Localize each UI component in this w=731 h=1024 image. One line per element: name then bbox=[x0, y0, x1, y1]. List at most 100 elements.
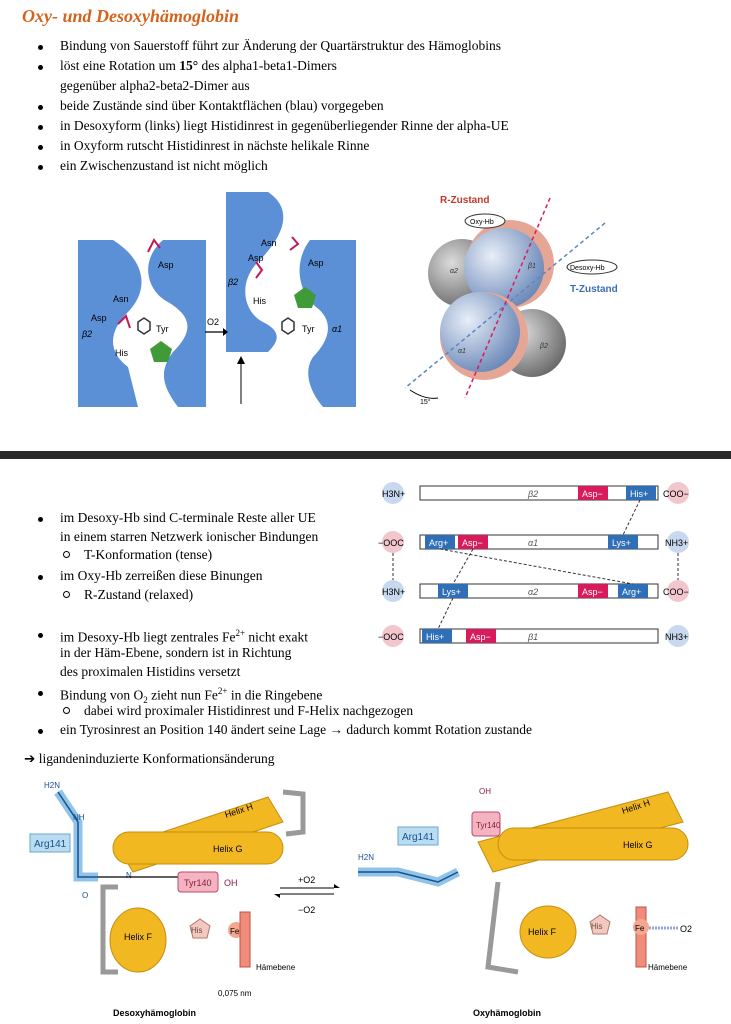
chain-residue-box bbox=[466, 629, 496, 643]
minus-o2-label: −O2 bbox=[298, 905, 315, 915]
intro-bullet-3: beide Zustände sind über Kontaktflächen … bbox=[60, 96, 384, 115]
chain-greek-label: α2 bbox=[528, 587, 538, 597]
bullet-dot bbox=[38, 517, 43, 522]
oxy-hb-tag bbox=[464, 213, 506, 229]
helix-f-cylinder bbox=[519, 905, 577, 959]
arrow-head-icon bbox=[237, 356, 245, 364]
helix-f-label: Helix F bbox=[528, 927, 557, 937]
bullet-dot bbox=[38, 125, 43, 130]
bullet-text: gegenüber alpha2-beta2-Dimer aus bbox=[60, 78, 250, 93]
h2n-label: H2N bbox=[44, 781, 60, 790]
beta2-label: β2 bbox=[227, 277, 238, 287]
asn-label: Asn bbox=[113, 294, 129, 304]
alpha2-label: α2 bbox=[450, 268, 458, 275]
bullet-dot bbox=[38, 145, 43, 150]
section2-bullet-3-cont: des proximalen Histidins versetzt bbox=[60, 664, 241, 679]
chain-residue-box bbox=[608, 535, 638, 549]
t-axis-line bbox=[404, 222, 606, 389]
chain-residue-label: Asp− bbox=[470, 632, 491, 642]
bullet-text: des alpha1-beta1-Dimers bbox=[198, 58, 337, 73]
section2-bullet-3-cont: in der Häm-Ebene, sondern ist in Richtun… bbox=[60, 645, 292, 660]
bullet-dot bbox=[38, 105, 43, 110]
bullet-bold: 15° bbox=[179, 58, 199, 73]
desoxy-hb-label: Desoxy-Hb bbox=[570, 265, 605, 272]
fe-label: Fe bbox=[635, 924, 645, 933]
bullet-text: in die Ringebene bbox=[227, 687, 323, 703]
chain-residue-label: His+ bbox=[630, 489, 648, 499]
bullet-dot bbox=[38, 65, 43, 70]
arg141-box bbox=[29, 833, 71, 853]
intro-bullet-5: in Oxyform rutscht Histidinrest in nächs… bbox=[60, 136, 369, 155]
n-label: N bbox=[126, 871, 132, 880]
heme-pentagon-icon bbox=[150, 341, 172, 362]
section-separator bbox=[0, 451, 731, 459]
sub-bullet-circle bbox=[63, 707, 70, 714]
arg141-label: Arg141 bbox=[402, 832, 435, 843]
fe-label: Fe bbox=[230, 927, 240, 936]
oh-label: OH bbox=[224, 878, 238, 888]
chain-right-terminus: COO− bbox=[663, 587, 689, 597]
bullet-dot bbox=[38, 575, 43, 580]
alpha1-label: α1 bbox=[332, 324, 342, 334]
beta1-label: β1 bbox=[527, 263, 536, 270]
asn-label: Asn bbox=[261, 238, 277, 248]
chain-right-terminus: COO− bbox=[663, 489, 689, 499]
ionic-bond-lines bbox=[392, 499, 679, 630]
alpha1-label: α1 bbox=[458, 348, 466, 355]
chain-greek-label: β1 bbox=[527, 632, 538, 642]
beta2-label: β2 bbox=[81, 329, 92, 339]
bullet-text: Bindung von O bbox=[60, 687, 144, 703]
arrow-right-icon: ➔ bbox=[24, 751, 36, 767]
helix-g-cylinder bbox=[112, 831, 284, 865]
bullet-dot bbox=[38, 165, 43, 170]
o-label: O bbox=[82, 891, 88, 900]
his-ring-icon bbox=[589, 914, 611, 935]
chain-residue-label: Asp− bbox=[582, 587, 603, 597]
charge-halo bbox=[382, 580, 404, 602]
intro-bullet-1: Bindung von Sauerstoff führt zur Änderun… bbox=[60, 36, 501, 55]
chain-residue-box bbox=[618, 584, 648, 598]
charge-halo bbox=[667, 625, 689, 647]
chain-residue-box bbox=[438, 584, 468, 598]
conclusion-line: ➔ ligandeninduzierte Konformationsänderu… bbox=[24, 749, 275, 769]
chain-residue-label: Asp− bbox=[582, 489, 603, 499]
chain-right-terminus: NH3+ bbox=[665, 632, 688, 642]
desoxy-hb-tag bbox=[566, 259, 618, 275]
asp-side-chain-icon bbox=[117, 314, 131, 329]
loop-connector bbox=[100, 884, 118, 975]
chain-right-terminus: NH3+ bbox=[665, 538, 688, 548]
helix-g-cylinder bbox=[497, 827, 689, 861]
bullet-text: Bindung von Sauerstoff führt zur Änderun… bbox=[60, 38, 502, 53]
section2-subbullet-2: R-Zustand (relaxed) bbox=[84, 587, 194, 602]
arg141-label: Arg141 bbox=[34, 839, 67, 850]
tyr-ring-icon bbox=[281, 317, 295, 335]
oxy-hb-label: Oxy-Hb bbox=[470, 219, 494, 226]
arrow-head-icon bbox=[334, 884, 340, 888]
chain-left-terminus: −OOC bbox=[378, 632, 404, 642]
charge-halo bbox=[667, 580, 689, 602]
charge-halo bbox=[382, 531, 404, 553]
asp-label: Asp bbox=[158, 260, 174, 270]
beta2-chain-bar bbox=[419, 485, 659, 501]
charge-halo bbox=[667, 531, 689, 553]
helix-g-label: Helix G bbox=[623, 840, 653, 850]
oh-label: OH bbox=[479, 787, 491, 796]
histidine-groove-figure: Asp Asn Asp Tyr His β2 Asn Asp Asp His T… bbox=[78, 192, 356, 407]
beta2-label: β2 bbox=[539, 343, 548, 350]
loop-connector bbox=[282, 789, 306, 837]
distance-label: 0,075 nm bbox=[218, 989, 252, 998]
chain-residue-label: His+ bbox=[426, 632, 444, 642]
r-state-label: R-Zustand bbox=[440, 195, 489, 206]
asp-label: Asp bbox=[308, 258, 324, 268]
section2-bullet-1: im Desoxy-Hb sind C-terminale Reste alle… bbox=[60, 510, 316, 525]
beta2-helix-shape bbox=[78, 240, 142, 407]
arrow-head-icon bbox=[274, 894, 280, 898]
chain-residue-label: Lys+ bbox=[442, 587, 461, 597]
tyr-label: Tyr bbox=[302, 324, 315, 334]
intro-bullet-4: in Desoxyform (links) liegt Histidinrest… bbox=[60, 116, 509, 135]
charge-halo bbox=[382, 482, 404, 504]
intro-bullet-2-cont: gegenüber alpha2-beta2-Dimer aus bbox=[60, 76, 250, 95]
helix-f-label: Helix F bbox=[124, 932, 153, 942]
section2-subbullet-4: dabei wird proximaler Histidinrest und F… bbox=[84, 703, 414, 718]
h2n-label: H2N bbox=[358, 853, 374, 862]
